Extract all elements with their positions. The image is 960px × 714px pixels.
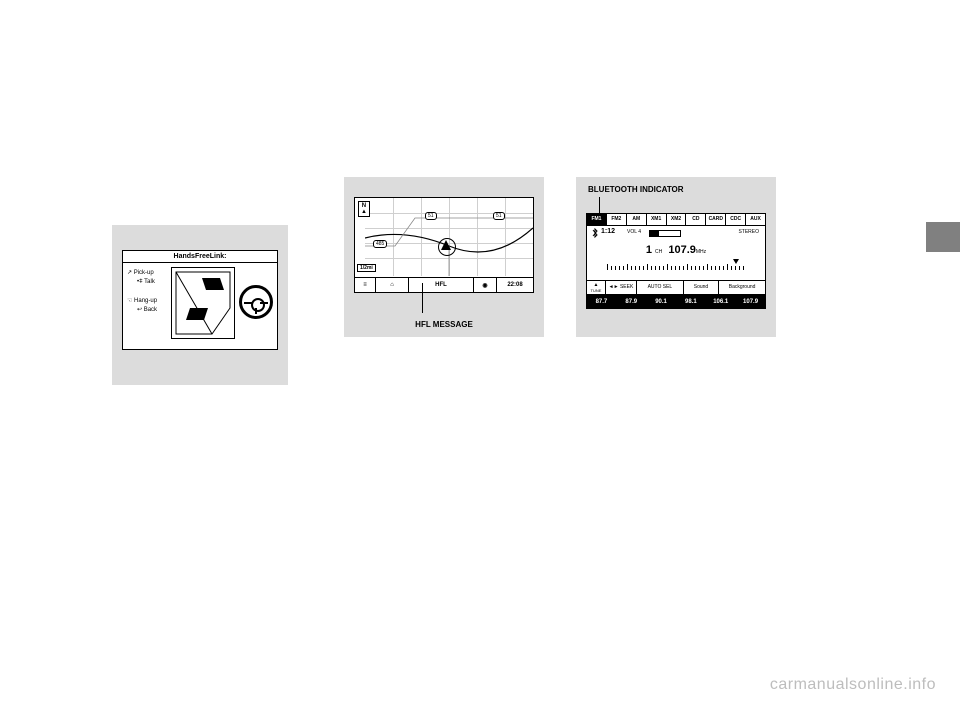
frequency-readout: 1 CH 107.9MHz (587, 244, 765, 256)
nav-screen: N▲ 485 51 51 1/2mi ≡ ⌂ HFL ◉ 22:08 (354, 197, 534, 293)
tab-fm1: FM1 (587, 214, 607, 225)
page-edge-tab (926, 222, 960, 252)
page: HandsFreeLink: ↗ Pick-up •ǂ Talk ☜ Hang-… (0, 0, 960, 714)
preset-6: 107.9 (736, 295, 765, 309)
disc-icon: ◉ (474, 278, 497, 292)
clock-time: 1:12 (601, 228, 615, 235)
label-back: ↩ Back (127, 306, 157, 315)
sound-label: Sound (684, 281, 719, 294)
radio-screen: FM1 FM2 AM XM1 XM2 CD CARD CDC AUX 1:12 … (586, 213, 766, 309)
map-grid (365, 198, 533, 276)
figure-handsfreelink: HandsFreeLink: ↗ Pick-up •ǂ Talk ☜ Hang-… (112, 225, 288, 385)
route-badge: 51 (493, 212, 505, 220)
compass-icon: N▲ (358, 201, 370, 217)
steering-wheel-icon (239, 285, 273, 319)
clock: 22:08 (497, 278, 533, 292)
volume-label: VOL 4 (627, 229, 641, 235)
seek-label: ◄► SEEK (606, 281, 637, 294)
background-label: Background (719, 281, 765, 294)
panel-outline-icon (172, 268, 234, 338)
frequency-dial (607, 262, 745, 270)
hfl-message-caption: HFL MESSAGE (415, 320, 473, 329)
control-row: ▲TUNE▼ ◄► SEEK AUTO SEL Sound Background (587, 281, 765, 295)
preset-5: 106.1 (706, 295, 736, 309)
stereo-indicator: STEREO (738, 229, 759, 235)
tab-xm2: XM2 (667, 214, 687, 225)
tab-fm2: FM2 (607, 214, 627, 225)
route-badge: 51 (425, 212, 437, 220)
bluetooth-indicator-caption: BLUETOOTH INDICATOR (588, 185, 684, 194)
volume-fill (650, 231, 659, 236)
preset-2: 87.9 (617, 295, 647, 309)
tab-card: CARD (706, 214, 726, 225)
menu-icon: ≡ (355, 278, 376, 292)
vehicle-heading-icon (441, 240, 451, 250)
band-tabs: FM1 FM2 AM XM1 XM2 CD CARD CDC AUX (587, 214, 765, 226)
preset-1: 87.7 (587, 295, 617, 309)
label-hangup: ☜ Hang-up (127, 297, 157, 306)
tab-aux: AUX (746, 214, 765, 225)
figure-nav-map: N▲ 485 51 51 1/2mi ≡ ⌂ HFL ◉ 22:08 HFL M… (344, 177, 544, 337)
preset-3: 90.1 (647, 295, 677, 309)
radio-display: 1:12 VOL 4 STEREO 1 CH 107.9MHz (587, 226, 765, 281)
hfl-button-labels: ↗ Pick-up •ǂ Talk ☜ Hang-up ↩ Back (127, 269, 157, 315)
nav-bottom-bar: ≡ ⌂ HFL ◉ 22:08 (355, 277, 533, 292)
map-scale: 1/2mi (357, 264, 376, 272)
autosel-label: AUTO SEL (637, 281, 684, 294)
preset-4: 98.1 (676, 295, 706, 309)
handsfreelink-panel: HandsFreeLink: ↗ Pick-up •ǂ Talk ☜ Hang-… (122, 250, 278, 350)
handsfreelink-title: HandsFreeLink: (123, 251, 277, 263)
bluetooth-icon (591, 228, 599, 240)
preset-row: 87.7 87.9 90.1 98.1 106.1 107.9 (587, 295, 765, 309)
tab-am: AM (627, 214, 647, 225)
label-talk: •ǂ Talk (127, 278, 157, 287)
label-pickup: ↗ Pick-up (127, 269, 157, 278)
steering-button-panel (171, 267, 235, 339)
route-badge: 485 (373, 240, 387, 248)
road-lines-icon (365, 198, 533, 276)
tab-xm1: XM1 (647, 214, 667, 225)
tune-label: ▲TUNE▼ (587, 281, 606, 294)
hfl-message: HFL (409, 278, 474, 292)
handsfreelink-body: ↗ Pick-up •ǂ Talk ☜ Hang-up ↩ Back (123, 263, 277, 343)
callout-line (422, 283, 423, 313)
tab-cdc: CDC (726, 214, 746, 225)
watermark-text: carmanualsonline.info (770, 676, 936, 694)
figure-radio: BLUETOOTH INDICATOR FM1 FM2 AM XM1 XM2 C… (576, 177, 776, 337)
tab-cd: CD (686, 214, 706, 225)
volume-bar (649, 230, 681, 237)
home-icon: ⌂ (376, 278, 409, 292)
